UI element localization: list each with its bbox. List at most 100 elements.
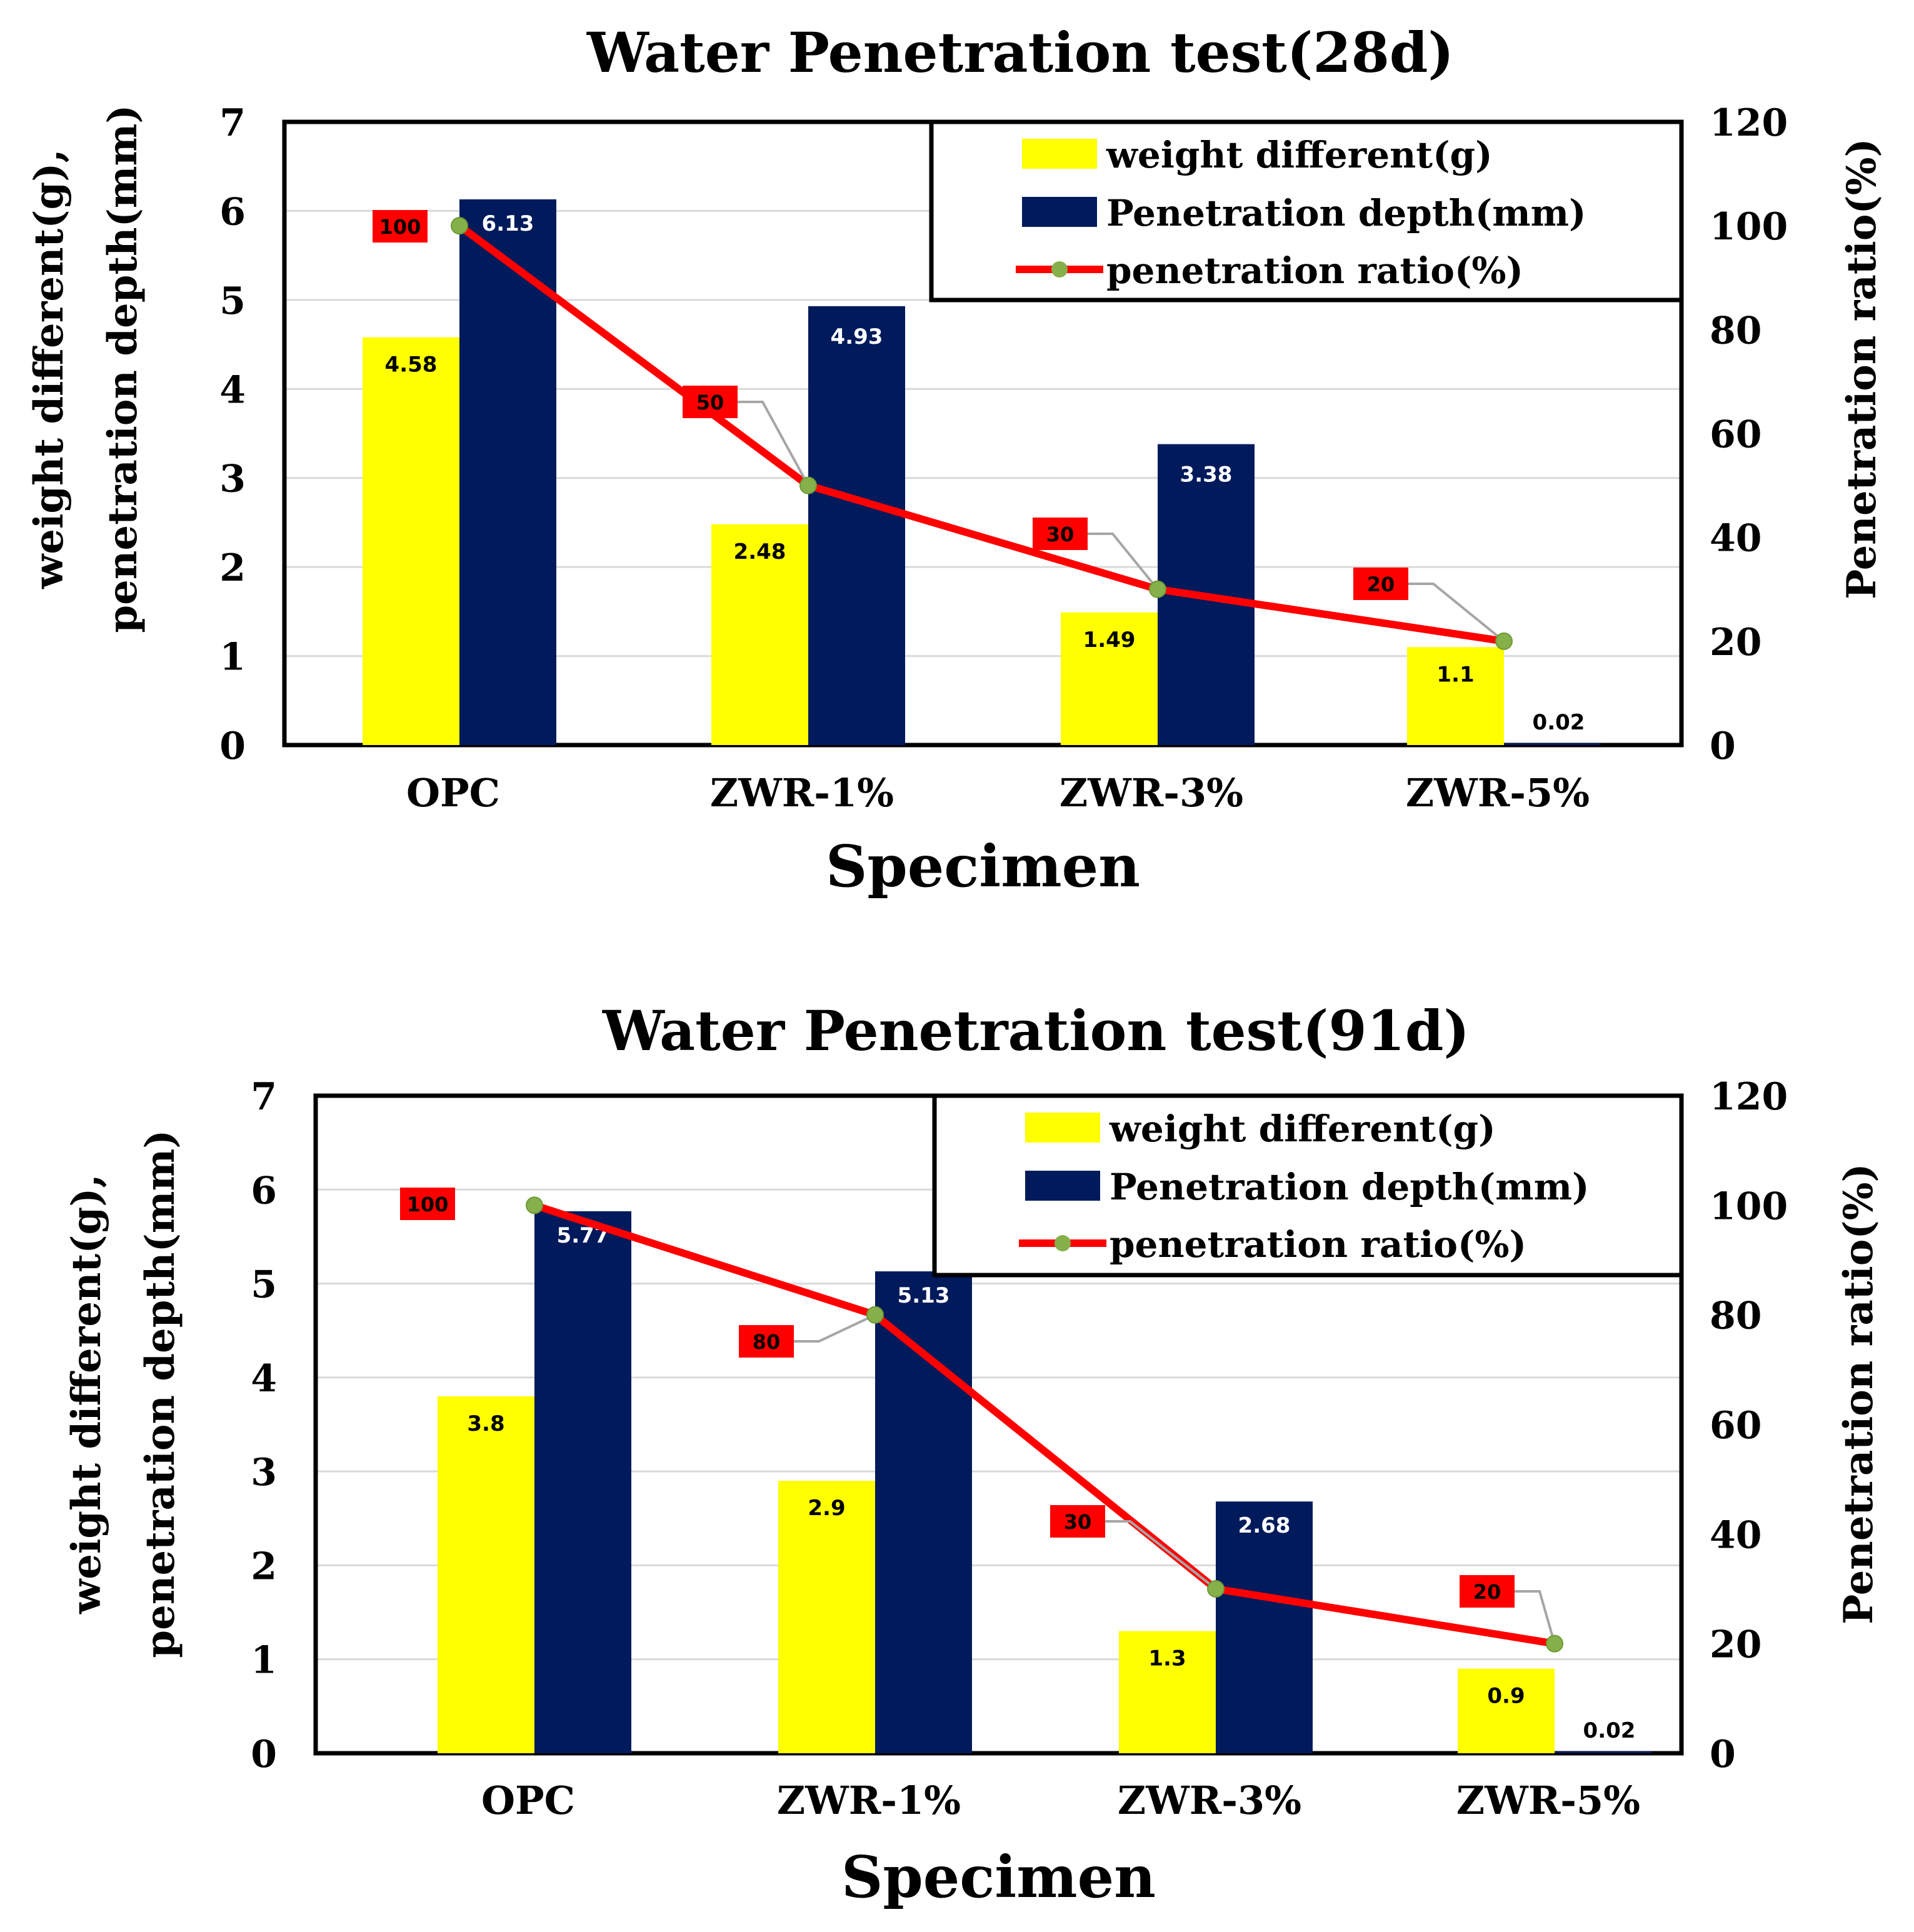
y-tick-label: 1: [219, 636, 246, 679]
depth-bar-label: 6.13: [482, 211, 534, 236]
ratio-leader-line: [738, 401, 809, 486]
chart-title: Water Penetration test(91d): [602, 998, 1470, 1063]
legend-label: penetration ratio(%): [1106, 249, 1523, 292]
legend-swatch-weight: [1022, 139, 1097, 169]
y2-tick-label: 80: [1710, 1294, 1762, 1338]
y-tick-label: 2: [251, 1544, 277, 1588]
ratio-label-box: [1033, 518, 1088, 550]
legend-swatch-depth: [1025, 1171, 1100, 1201]
legend-swatch-depth: [1022, 197, 1097, 227]
ratio-label-box: [373, 210, 428, 243]
depth-bar: [808, 306, 905, 745]
y2-tick-label: 0: [1710, 724, 1736, 768]
penetration-ratio-marker: [1207, 1580, 1225, 1598]
chart-28d: Water Penetration test(28d) 0 1 2 3 4 5 6 7 0 20 40…: [26, 20, 1885, 900]
penetration-ratio-line: [533, 1201, 1555, 1648]
y2-tick-label: 20: [1710, 1623, 1762, 1667]
penetration-ratio-marker: [526, 1196, 543, 1214]
ratio-label-box: [739, 1325, 794, 1358]
depth-bar: [1216, 1501, 1313, 1753]
depth-bar-label: 0.02: [1533, 710, 1585, 735]
ratio-label-box: [1050, 1505, 1105, 1538]
weight-bar-label: 1.3: [1148, 1646, 1186, 1671]
y-tick-label: 3: [251, 1451, 277, 1494]
depth-bar-label: 0.02: [1583, 1718, 1636, 1743]
x-tick-label: ZWR-5%: [1406, 770, 1590, 816]
weight-bar: [1458, 1668, 1555, 1753]
weight-bar-label: 1.49: [1083, 628, 1136, 653]
y-tick-label: 0: [219, 724, 246, 768]
legend-label: penetration ratio(%): [1110, 1223, 1526, 1266]
ratio-label: 20: [1367, 573, 1395, 596]
legend-swatch-weight: [1025, 1113, 1100, 1143]
legend-label: weight different(g): [1109, 1108, 1496, 1150]
weight-bar-label: 4.58: [385, 353, 438, 378]
y-tick-label: 5: [219, 279, 246, 323]
depth-bar: [534, 1211, 631, 1753]
y-axis-title-line1: weight different(g),: [63, 1174, 110, 1614]
penetration-ratio-marker: [799, 476, 817, 494]
depth-bar: [1555, 1751, 1651, 1753]
y-tick-label: 0: [251, 1733, 277, 1776]
x-tick-label: ZWR-1%: [710, 770, 894, 816]
weight-bar: [778, 1481, 875, 1753]
y-tick-label: 3: [219, 458, 246, 501]
y-tick-label: 4: [251, 1357, 277, 1401]
ratio-leader-line: [1105, 1520, 1217, 1590]
legend-swatch-ratio-marker: [1051, 261, 1068, 278]
y2-tick-label: 100: [1710, 1184, 1788, 1228]
ratio-label: 30: [1064, 1510, 1092, 1534]
ratio-label-box: [683, 386, 738, 418]
y-tick-label: 6: [251, 1169, 277, 1213]
legend-label: Penetration depth(mm): [1106, 192, 1586, 234]
y-tick-label: 1: [251, 1639, 277, 1683]
y-tick-label: 7: [251, 1075, 277, 1119]
ratio-label: 100: [379, 215, 421, 239]
penetration-ratio-marker: [1546, 1634, 1563, 1653]
x-axis-title: Specimen: [841, 1843, 1156, 1911]
depth-bar: [1504, 743, 1601, 745]
weight-bar-label: 1.1: [1436, 662, 1474, 687]
weight-bar-label: 2.9: [808, 1496, 845, 1521]
ratio-leader-line: [1088, 533, 1159, 591]
legend-label: weight different(g): [1106, 134, 1493, 176]
y2-tick-label: 0: [1710, 1733, 1736, 1776]
penetration-ratio-line: [457, 223, 1505, 645]
ratio-leader-line: [794, 1313, 876, 1343]
depth-bar-label: 4.93: [831, 324, 883, 349]
y2-tick-label: 100: [1710, 205, 1788, 249]
ratio-label: 100: [407, 1193, 449, 1216]
y2-tick-label: 60: [1710, 1404, 1762, 1448]
y2-tick-label: 120: [1710, 101, 1788, 145]
weight-bar-label: 2.48: [734, 539, 786, 564]
chart-91d: Water Penetration test(91d) 0 1 2 3 4 5 6 7 0 20 40…: [63, 998, 1882, 1911]
x-tick-label: ZWR-1%: [777, 1778, 961, 1823]
y2-tick-label: 120: [1710, 1075, 1788, 1119]
depth-bar-label: 2.68: [1238, 1513, 1291, 1538]
ratio-label-box: [400, 1188, 455, 1220]
weight-bar: [1119, 1631, 1216, 1753]
x-tick-label: ZWR-3%: [1118, 1778, 1301, 1823]
y2-tick-label: 60: [1710, 413, 1762, 457]
x-tick-label: ZWR-3%: [1060, 770, 1243, 816]
y-axis-title-line2: penetration depth(mm): [99, 104, 146, 633]
weight-bar: [1407, 647, 1504, 745]
ratio-label: 80: [753, 1330, 781, 1354]
weight-bar: [363, 337, 459, 745]
weight-bar: [1061, 612, 1158, 745]
y-tick-label: 6: [219, 190, 246, 234]
ratio-label: 20: [1473, 1580, 1501, 1604]
y2-tick-label: 40: [1710, 517, 1762, 561]
weight-bar-label: 3.8: [467, 1411, 504, 1436]
ratio-label-box: [1353, 568, 1408, 600]
penetration-ratio-marker: [1495, 632, 1513, 650]
depth-bar: [875, 1271, 972, 1753]
y2-tick-label: 40: [1710, 1513, 1762, 1557]
y-tick-label: 5: [251, 1263, 277, 1307]
x-tick-label: OPC: [406, 770, 500, 816]
ratio-label: 30: [1046, 523, 1075, 546]
y-tick-label: 4: [219, 368, 246, 412]
chart-title: Water Penetration test(28d): [586, 20, 1454, 85]
penetration-ratio-marker: [1149, 580, 1166, 598]
